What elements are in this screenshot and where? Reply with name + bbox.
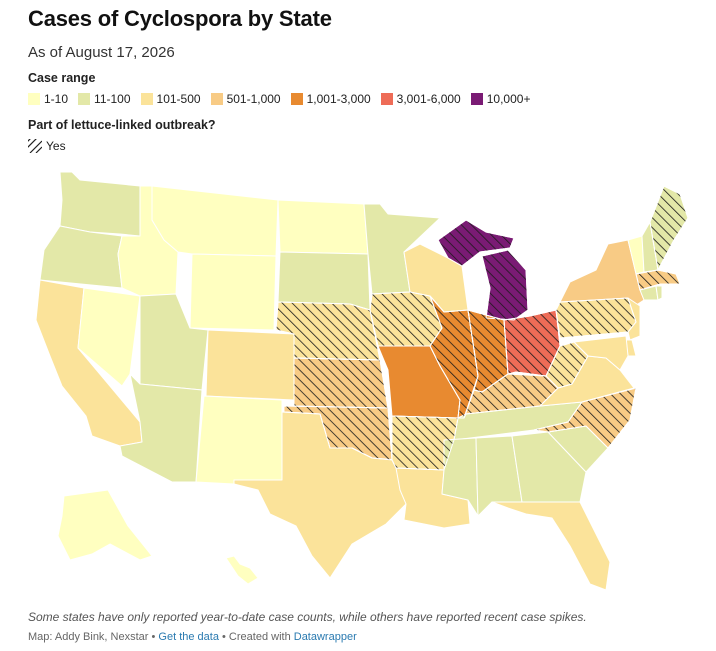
legend-swatch (28, 93, 40, 105)
legend-label: 1-10 (44, 92, 69, 106)
footnote: Some states have only reported year-to-d… (28, 610, 587, 624)
legend-item-1: 11-100 (78, 92, 131, 106)
outbreak-hatch-mi (481, 249, 529, 321)
credit-line: Map: Addy Bink, Nexstar • Get the data •… (28, 631, 357, 643)
legend-swatch (380, 93, 393, 105)
credit-source: Map: Addy Bink, Nexstar (28, 631, 149, 643)
legend-swatch (78, 93, 91, 105)
state-ri[interactable] (655, 285, 663, 301)
legend-item-3: 501-1,000 (210, 92, 281, 106)
state-az[interactable] (119, 373, 203, 483)
legend-swatch (290, 93, 303, 105)
state-mt[interactable] (151, 185, 279, 257)
state-nv[interactable] (77, 287, 141, 387)
legend-item-4: 1,001-3,000 (290, 92, 371, 106)
get-the-data-link[interactable]: Get the data (158, 631, 219, 643)
legend-item-0: 1-10 (28, 92, 68, 106)
us-state-map (35, 171, 689, 591)
hatch-swatch-icon (28, 139, 42, 153)
credit-sep-1: • (148, 631, 159, 643)
state-fl[interactable] (491, 501, 611, 591)
legend-outbreak-yes: Yes (46, 139, 66, 153)
state-sd[interactable] (277, 251, 371, 311)
legend-item-5: 3,001-6,000 (380, 92, 461, 106)
legend-label: 10,000+ (486, 92, 531, 106)
legend-swatch (210, 93, 223, 105)
map-subtitle: As of August 17, 2026 (28, 44, 175, 61)
map-title: Cases of Cyclospora by State (28, 6, 332, 31)
legend-label: 101-500 (156, 92, 201, 106)
outbreak-hatch-ks (293, 357, 389, 409)
legend-label: 1,001-3,000 (306, 92, 371, 106)
legend-label: 11-100 (94, 92, 131, 106)
state-or[interactable] (39, 225, 123, 289)
outbreak-hatch-nc (533, 387, 637, 449)
legend-label: 501-1,000 (226, 92, 281, 106)
state-hi[interactable] (225, 555, 259, 585)
legend-outbreak: Yes (28, 139, 66, 153)
legend-case-range-title: Case range (28, 71, 96, 85)
outbreak-hatch-ma (635, 269, 681, 291)
legend-outbreak-title: Part of lettuce-linked outbreak? (28, 118, 216, 132)
state-co[interactable] (205, 329, 295, 401)
legend-item-2: 101-500 (140, 92, 201, 106)
legend-item-6: 10,000+ (470, 92, 531, 106)
outbreak-hatch-me (649, 185, 689, 272)
state-wa[interactable] (59, 171, 141, 237)
legend-swatch (470, 93, 483, 105)
outbreak-hatch-wv (545, 341, 589, 389)
state-wy[interactable] (189, 253, 277, 331)
state-nd[interactable] (277, 199, 369, 255)
outbreak-hatch-il (429, 295, 479, 419)
outbreak-hatch-pa (555, 297, 637, 339)
outbreak-hatch-ok (283, 405, 393, 461)
outbreak-hatch-mi (437, 219, 515, 267)
state-nm[interactable] (195, 395, 283, 485)
legend-swatch (140, 93, 153, 105)
credit-sep-2: • Created with (218, 631, 294, 643)
legend-case-range: 1-10 11-100 101-500 501-1,000 1,001-3,000 3,0… (28, 92, 540, 106)
legend-label: 3,001-6,000 (396, 92, 461, 106)
datawrapper-link[interactable]: Datawrapper (293, 631, 357, 643)
state-ak[interactable] (57, 489, 153, 561)
